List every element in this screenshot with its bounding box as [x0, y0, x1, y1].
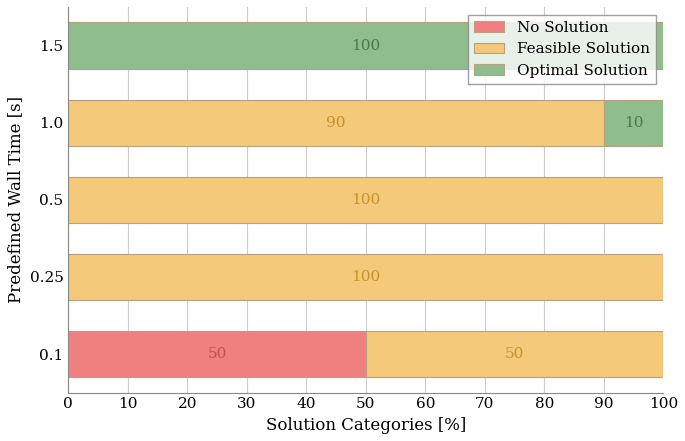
X-axis label: Solution Categories [%]: Solution Categories [%]	[266, 417, 466, 434]
Text: 10: 10	[624, 116, 643, 130]
Bar	[366, 331, 664, 377]
Bar	[68, 331, 366, 377]
Legend: No Solution, Feasible Solution, Optimal Solution: No Solution, Feasible Solution, Optimal …	[468, 15, 656, 84]
Bar	[68, 254, 664, 300]
Text: 50: 50	[208, 347, 227, 361]
Text: 100: 100	[351, 38, 380, 52]
Bar	[68, 100, 604, 146]
Text: 100: 100	[351, 270, 380, 284]
Text: 50: 50	[505, 347, 524, 361]
Y-axis label: Predefined Wall Time [s]: Predefined Wall Time [s]	[7, 96, 24, 303]
Bar	[604, 100, 664, 146]
Text: 100: 100	[351, 193, 380, 207]
Text: 90: 90	[326, 116, 346, 130]
Bar	[68, 22, 664, 69]
Bar	[68, 177, 664, 223]
